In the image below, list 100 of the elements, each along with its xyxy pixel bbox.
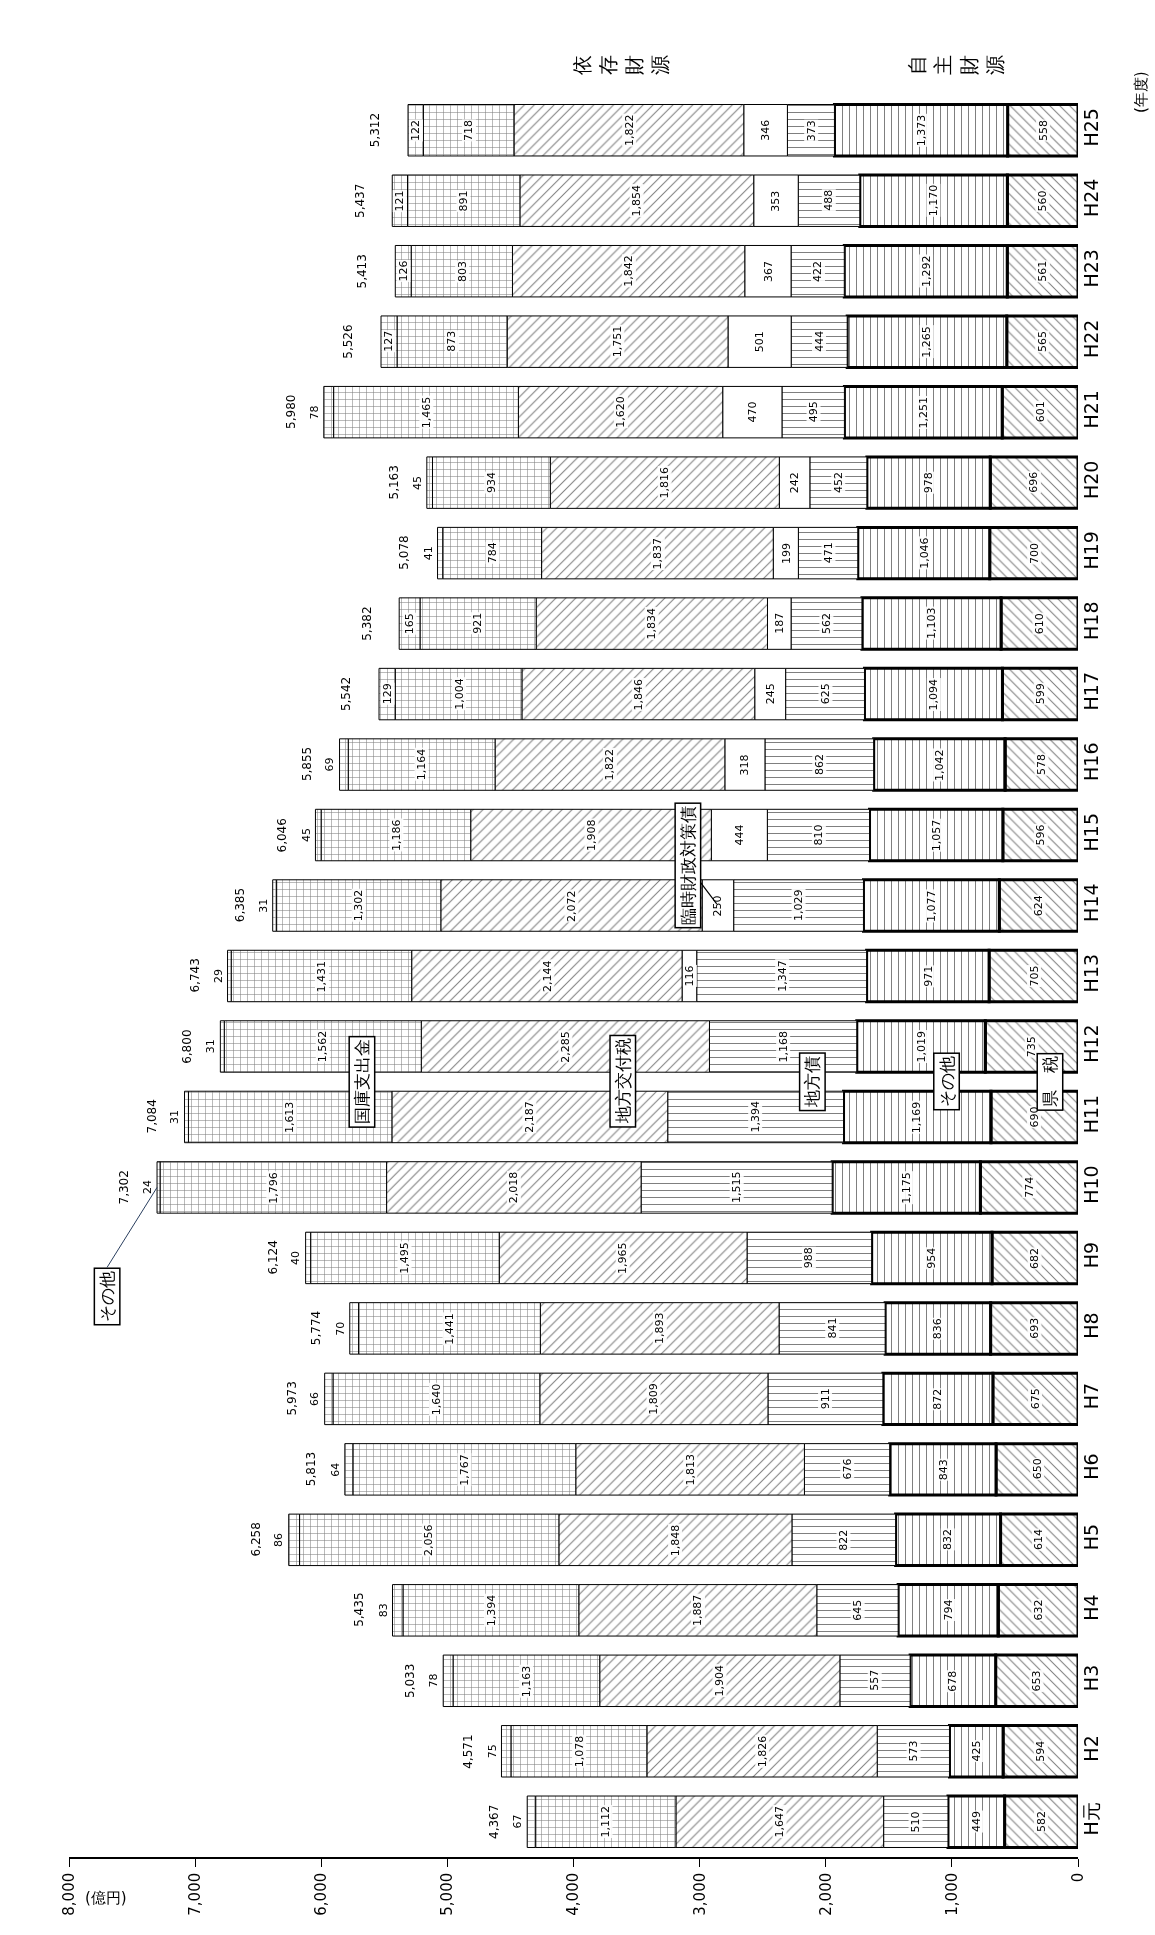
data-label: 934 — [484, 472, 498, 494]
total-label: 5,813 — [304, 1451, 319, 1487]
total-label: 5,312 — [367, 112, 382, 148]
data-label: 1,057 — [930, 819, 944, 852]
data-label: 1,822 — [603, 749, 617, 781]
data-label: 250 — [711, 895, 725, 917]
total-label: 6,743 — [187, 958, 202, 993]
data-label: 653 — [1030, 1670, 1044, 1692]
data-label: 843 — [936, 1459, 950, 1481]
y-tick-label: H15 — [1080, 812, 1102, 852]
text: 臨時財政対策債 — [677, 805, 698, 925]
data-label: 64 — [328, 1462, 342, 1477]
data-label: 45 — [410, 475, 424, 490]
data-label: 66 — [308, 1392, 322, 1407]
data-label: 31 — [168, 1109, 182, 1124]
data-label: 346 — [759, 119, 773, 141]
data-label: 954 — [924, 1247, 938, 1269]
data-label: 650 — [1030, 1458, 1044, 1480]
total-label: 6,258 — [248, 1522, 263, 1557]
data-label: 488 — [822, 189, 836, 211]
data-label: 582 — [1034, 1811, 1048, 1833]
y-tick-label: H18 — [1080, 601, 1102, 640]
data-label: 495 — [807, 401, 821, 423]
data-label: 1,809 — [647, 1383, 661, 1415]
y-tick-label: H8 — [1080, 1312, 1102, 1339]
y-tick-label: H11 — [1080, 1094, 1102, 1134]
data-label: 70 — [333, 1321, 347, 1336]
total-label: 4,571 — [461, 1734, 476, 1769]
data-label: 971 — [921, 965, 935, 987]
data-label: 1,822 — [622, 114, 636, 147]
total-label: 4,367 — [487, 1804, 502, 1839]
data-label: 596 — [1034, 824, 1048, 846]
y-tick-label: H9 — [1080, 1241, 1102, 1269]
data-label: 1,292 — [919, 255, 933, 287]
data-label: 31 — [204, 1039, 218, 1054]
data-label: 78 — [308, 405, 322, 420]
data-label: 1,834 — [645, 607, 659, 640]
y-tick-label: H21 — [1080, 390, 1102, 429]
y-tick-label: H17 — [1080, 672, 1102, 711]
data-label: 841 — [825, 1317, 839, 1339]
data-label: 1,347 — [775, 960, 789, 992]
total-label: 6,046 — [275, 818, 290, 853]
data-label: 557 — [868, 1669, 882, 1691]
data-label: 1,175 — [899, 1172, 913, 1204]
data-label: 31 — [256, 898, 270, 913]
data-label: 2,187 — [522, 1101, 536, 1133]
data-label: 1,848 — [668, 1524, 682, 1557]
total-label: 5,382 — [359, 606, 374, 641]
data-label: 1,562 — [316, 1030, 330, 1063]
data-label: 1,046 — [917, 537, 931, 569]
data-label: 558 — [1036, 120, 1050, 142]
data-label: 891 — [456, 190, 470, 212]
x-tick-label: 2,000 — [816, 1872, 835, 1916]
data-label: 624 — [1032, 895, 1046, 917]
data-label: 29 — [212, 969, 226, 984]
data-label: 573 — [907, 1740, 921, 1762]
y-tick-label: H4 — [1080, 1594, 1102, 1621]
data-label: 165 — [403, 613, 416, 635]
data-label: 1,163 — [519, 1665, 533, 1698]
data-label: 565 — [1035, 331, 1049, 353]
total-label: 5,980 — [283, 394, 298, 429]
data-label: 988 — [802, 1247, 816, 1269]
data-label: 1,887 — [691, 1594, 705, 1627]
y-axis-title: (年度) — [1132, 71, 1150, 113]
data-label: 774 — [1022, 1176, 1036, 1198]
data-label: 245 — [764, 683, 778, 705]
data-label: 690 — [1027, 1106, 1041, 1128]
total-label: 6,124 — [265, 1240, 280, 1275]
data-label: 562 — [819, 613, 833, 635]
y-tick-label: H20 — [1080, 460, 1102, 500]
data-label: 1,640 — [429, 1383, 443, 1416]
data-label: 1,042 — [932, 749, 946, 781]
data-label: 1,751 — [610, 325, 624, 358]
data-label: 40 — [289, 1251, 303, 1266]
data-label: 1,103 — [924, 607, 938, 640]
data-label: 978 — [921, 472, 935, 494]
data-label: 561 — [1036, 260, 1050, 282]
x-tick-label: 3,000 — [690, 1872, 709, 1916]
data-label: 872 — [931, 1388, 944, 1410]
data-label: 1,842 — [622, 255, 636, 287]
text: その他 — [97, 1270, 118, 1322]
data-label: 1,904 — [713, 1665, 726, 1697]
x-tick-label: 0 — [1068, 1872, 1087, 1883]
data-label: 75 — [485, 1744, 499, 1759]
data-label: 83 — [376, 1603, 390, 1618]
data-label: 1,251 — [917, 396, 931, 429]
data-label: 1,515 — [730, 1171, 744, 1204]
data-label: 1,431 — [315, 960, 329, 993]
data-label: 784 — [486, 542, 500, 564]
data-label: 610 — [1032, 613, 1046, 635]
total-label: 5,774 — [309, 1310, 324, 1346]
data-label: 126 — [397, 260, 411, 282]
data-label: 560 — [1035, 190, 1049, 212]
y-tick-label: H7 — [1080, 1382, 1102, 1410]
data-label: 2,018 — [507, 1171, 521, 1204]
data-label: 1,965 — [616, 1242, 630, 1275]
data-label: 1,893 — [653, 1312, 667, 1345]
y-tick-label: H25 — [1080, 108, 1102, 147]
data-label: 1,019 — [914, 1031, 928, 1063]
data-label: 1,186 — [389, 819, 403, 851]
